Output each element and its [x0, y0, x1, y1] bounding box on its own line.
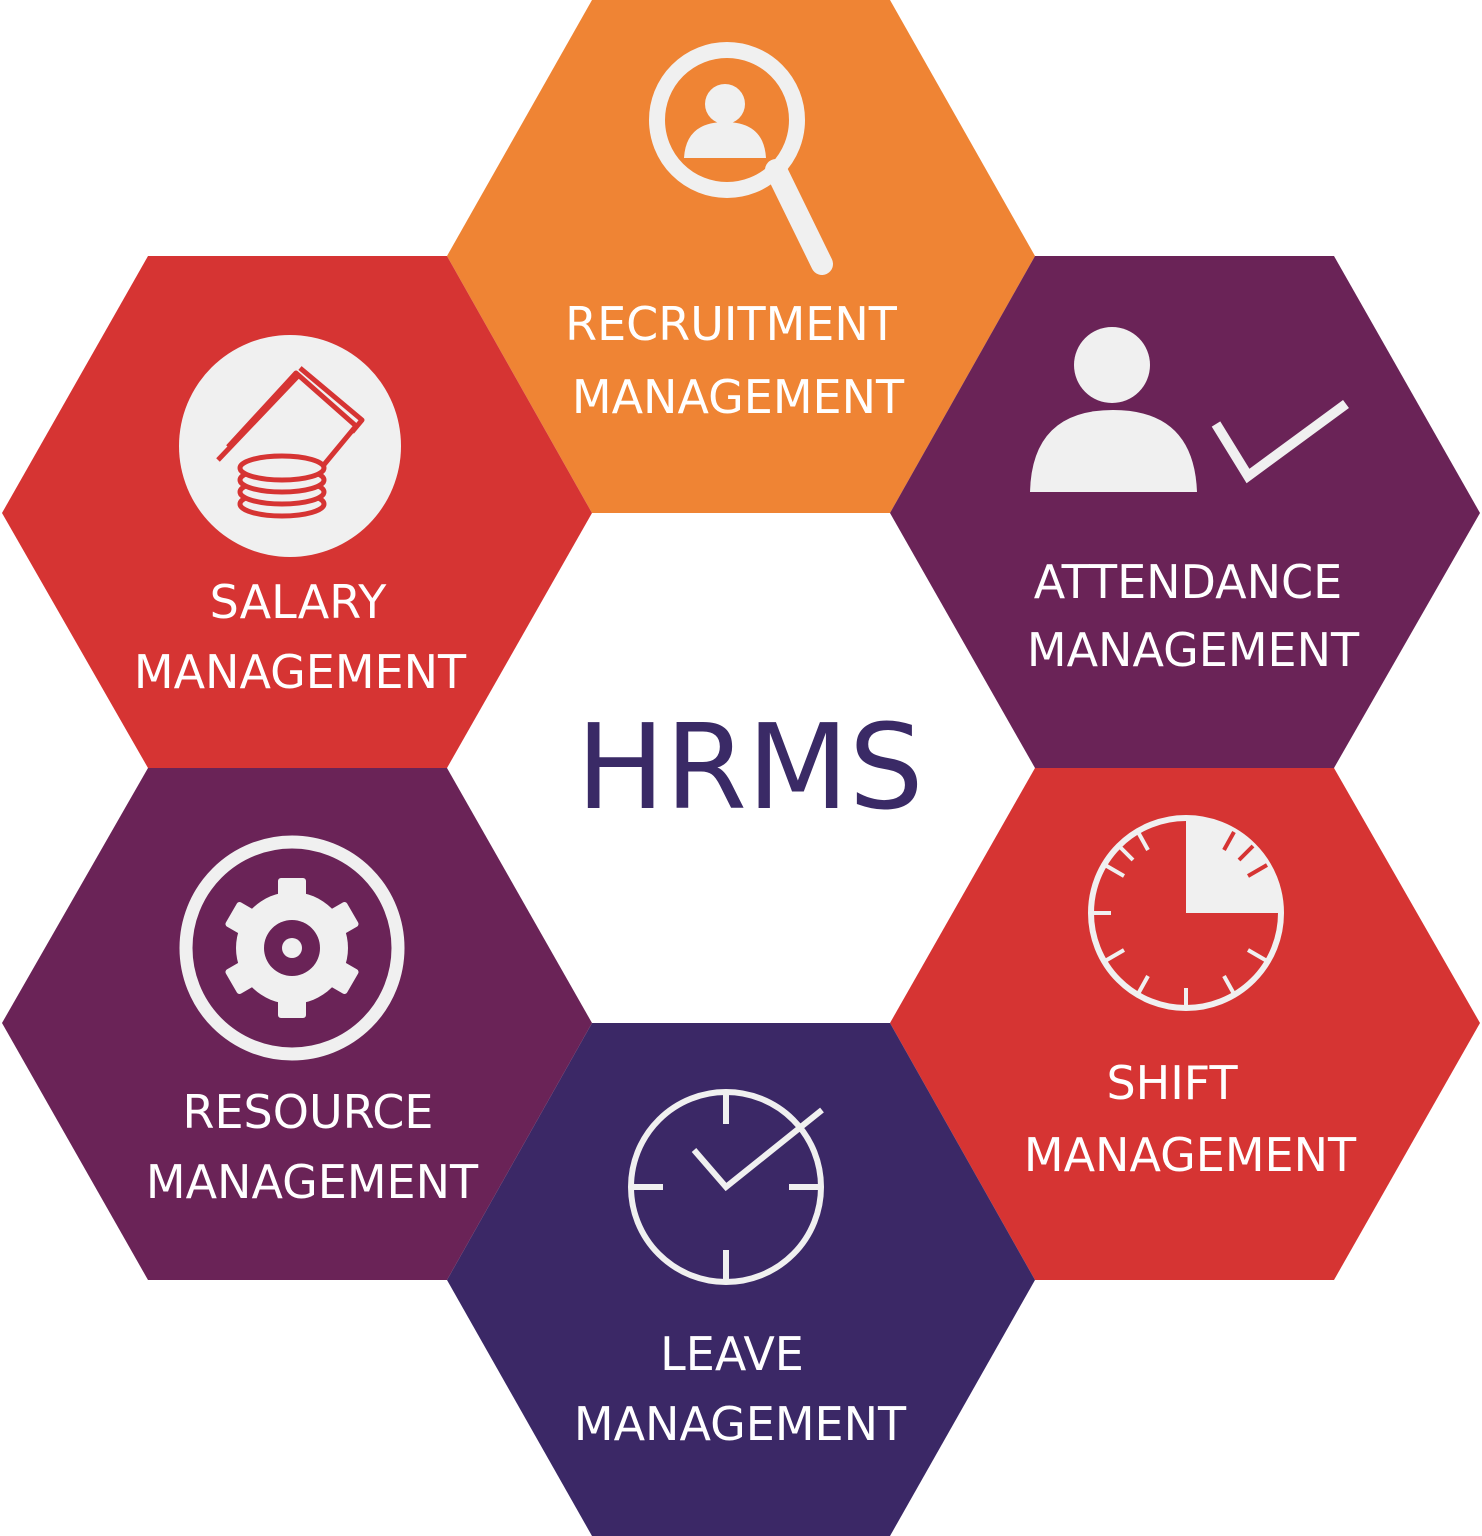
- module-shift[interactable]: SHIFT MANAGEMENT: [890, 768, 1480, 1280]
- person-check-icon: [1030, 327, 1349, 492]
- salary-label-line2: MANAGEMENT: [134, 645, 467, 699]
- gear-icon: [179, 835, 405, 1061]
- module-salary[interactable]: SALARY MANAGEMENT: [2, 256, 592, 768]
- recruitment-label-line2: MANAGEMENT: [572, 370, 905, 424]
- leave-label-line1: LEAVE: [660, 1327, 804, 1381]
- shift-label-line1: SHIFT: [1106, 1056, 1238, 1110]
- shift-hexagon: [890, 768, 1480, 1280]
- module-resource[interactable]: RESOURCE MANAGEMENT: [2, 768, 592, 1280]
- module-leave[interactable]: LEAVE MANAGEMENT: [447, 1023, 1035, 1536]
- module-recruitment[interactable]: RECRUITMENT MANAGEMENT: [447, 0, 1035, 513]
- attendance-hexagon: [890, 256, 1480, 768]
- center-hexagon: [447, 513, 1035, 1023]
- module-attendance[interactable]: ATTENDANCE MANAGEMENT: [890, 256, 1480, 768]
- money-coins-icon: [179, 335, 401, 557]
- stopwatch-icon: [1088, 815, 1284, 1011]
- salary-label-line1: SALARY: [210, 575, 388, 629]
- attendance-label-line2: MANAGEMENT: [1027, 623, 1360, 677]
- resource-hexagon: [2, 768, 592, 1280]
- recruitment-label-line1: RECRUITMENT: [565, 297, 898, 351]
- leave-label-line2: MANAGEMENT: [574, 1397, 907, 1451]
- shift-label-line2: MANAGEMENT: [1024, 1128, 1357, 1182]
- clock-check-icon: [628, 1089, 824, 1285]
- magnifier-person-icon: [649, 42, 833, 275]
- attendance-label-line1: ATTENDANCE: [1034, 555, 1342, 609]
- recruitment-hexagon: [447, 0, 1035, 513]
- center-title: HRMS: [576, 698, 923, 836]
- resource-label-line1: RESOURCE: [183, 1085, 434, 1139]
- resource-label-line2: MANAGEMENT: [146, 1155, 479, 1209]
